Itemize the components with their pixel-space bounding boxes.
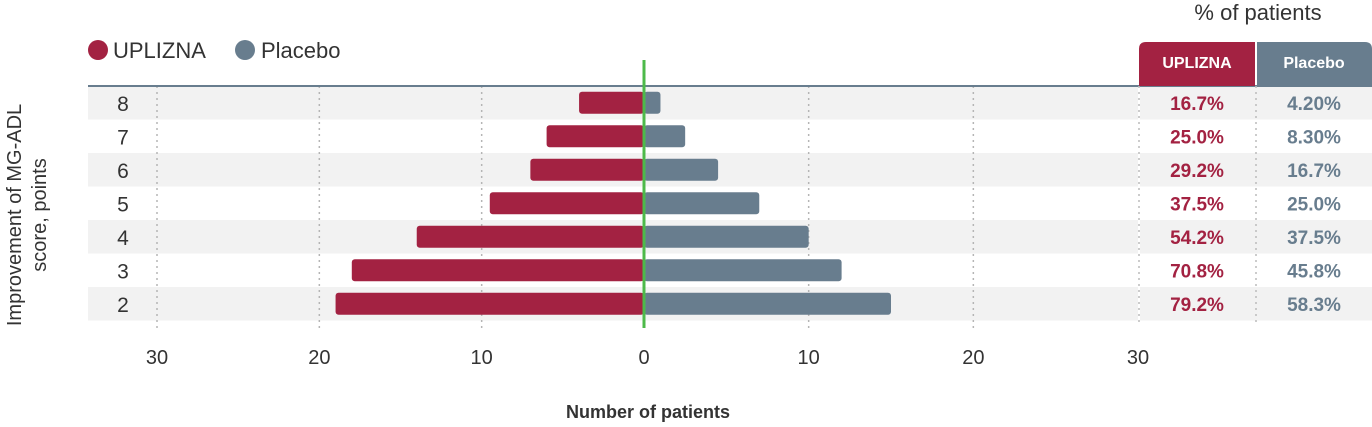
x-tick-label: 10 [798,347,820,369]
table-row-band [1140,86,1372,120]
x-tick-label: 20 [962,347,984,369]
percent-uplizna: 70.8% [1170,261,1224,282]
category-label: 4 [117,227,129,250]
percent-placebo: 37.5% [1287,228,1341,249]
percent-placebo: 4.20% [1287,94,1341,115]
percent-placebo: 58.3% [1287,295,1341,316]
bar-placebo [644,292,891,315]
legend-label-placebo: Placebo [261,38,341,63]
legend-label-uplizna: UPLIZNA [113,38,206,63]
bar-placebo [644,91,661,114]
percent-placebo: 45.8% [1287,261,1341,282]
category-label: 8 [117,93,129,116]
bar-placebo [644,192,760,215]
bars [335,91,891,315]
percent-placebo: 25.0% [1287,194,1341,215]
header-uplizna-bg [1139,42,1255,86]
category-label: 3 [117,260,129,283]
bar-placebo [644,259,842,282]
category-labels: 8 7 6 5 4 3 2 [117,93,129,317]
x-tick-label: 30 [146,347,168,369]
bar-placebo [644,158,719,181]
percent-placebo: 8.30% [1287,127,1341,148]
bar-uplizna [579,91,644,114]
category-label: 2 [117,294,129,317]
y-axis-title-line-1: Improvement of MG-ADL [4,104,26,326]
bar-uplizna [335,292,644,315]
y-axis-title-line-2: score, points [29,158,51,271]
bar-placebo [644,125,686,148]
x-tick-label: 0 [638,347,649,369]
bar-uplizna [546,125,644,148]
percent-uplizna: 79.2% [1170,295,1224,316]
header-placebo-bg [1257,42,1372,86]
percent-uplizna: 16.7% [1170,94,1224,115]
bar-placebo [644,225,809,248]
legend: UPLIZNA Placebo [88,38,341,63]
x-tick-labels: 30 20 10 0 10 20 30 [146,347,1149,369]
category-label: 6 [117,160,129,183]
bar-uplizna [416,225,644,248]
legend-swatch-uplizna [88,40,108,60]
x-tick-label: 20 [308,347,330,369]
bar-uplizna [351,259,644,282]
percent-uplizna: 37.5% [1170,194,1224,215]
percent-uplizna: 25.0% [1170,127,1224,148]
category-label: 5 [117,193,129,216]
header-uplizna-label: UPLIZNA [1162,55,1232,72]
header-placebo-label: Placebo [1283,55,1345,72]
bar-uplizna [489,192,644,215]
gridlines [156,86,975,328]
y-axis-title: Improvement of MG-ADL score, points [4,104,51,326]
x-tick-label: 30 [1127,347,1149,369]
x-tick-label: 10 [471,347,493,369]
x-axis-title: Number of patients [566,402,730,422]
table-title: % of patients [1194,0,1321,25]
percent-table: 16.7% 4.20% 25.0% 8.30% 29.2% 16.7% 37.5% 25.0%… [1170,94,1341,316]
percent-uplizna: 29.2% [1170,161,1224,182]
percent-uplizna: 54.2% [1170,228,1224,249]
bar-uplizna [530,158,644,181]
legend-swatch-placebo [235,40,255,60]
percent-placebo: 16.7% [1287,161,1341,182]
category-label: 7 [117,126,129,149]
